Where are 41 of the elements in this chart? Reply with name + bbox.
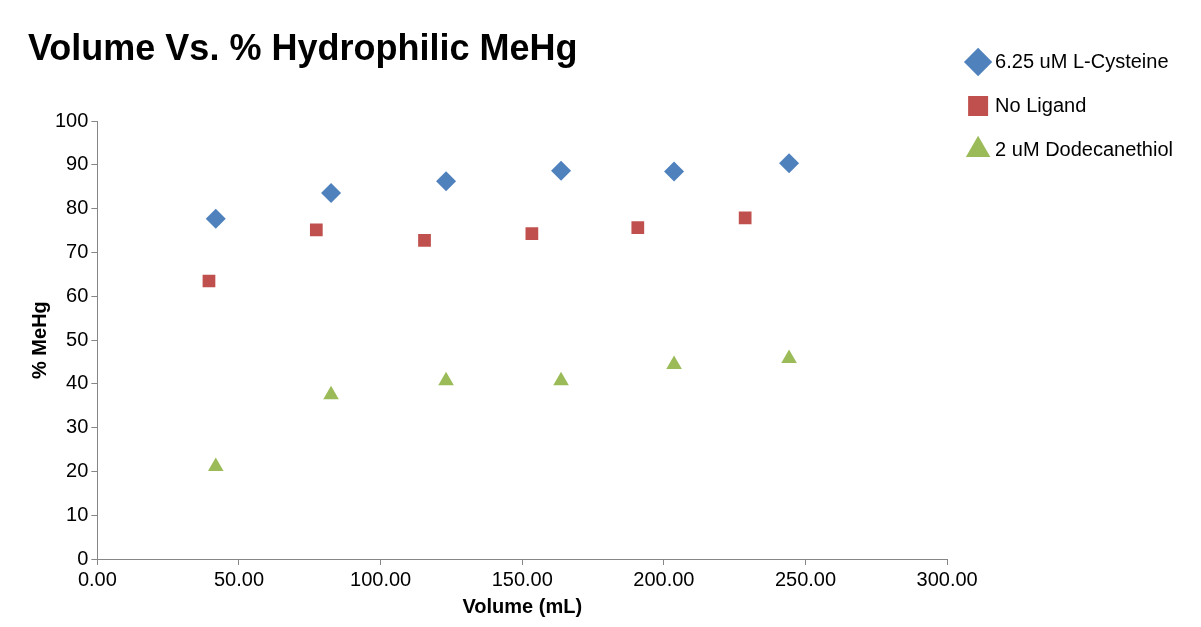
point [551,160,572,181]
x-tick-label: 0.00 [77,567,117,590]
y-tick-label: 90 [66,152,89,175]
point [779,153,800,174]
legend-label: No Ligand [995,93,1087,116]
point [553,371,569,386]
y-tick-label: 70 [66,240,89,263]
point [309,223,323,237]
point [781,349,797,363]
x-tick-label: 50.00 [213,567,265,590]
point [207,457,224,472]
x-axis-title: Volume (mL) [462,594,583,617]
y-tick-label: 10 [66,502,89,525]
point [205,208,226,229]
point [438,371,454,386]
y-axis-title: % MeHg [27,301,50,379]
y-tick-label: 40 [66,371,89,394]
legend-label: 2 uM Dodecanethiol [995,137,1173,160]
y-tick-label: 100 [54,108,89,131]
x-tick-label: 250.00 [774,567,837,590]
point [323,385,339,400]
legend-label: 6.25 uM L-Cysteine [995,49,1169,72]
x-tick-label: 100.00 [350,567,412,590]
point [631,221,645,234]
point [418,233,431,247]
x-tick-label: 200.00 [633,567,695,590]
chart-title: Volume Vs. % Hydrophilic MeHg [28,26,578,68]
y-tick-label: 20 [66,458,89,481]
point [321,183,342,203]
x-tick-label: 150.00 [491,567,553,590]
y-tick-label: 60 [66,283,89,306]
y-tick-label: 0 [77,546,89,569]
point [666,355,682,370]
y-tick-label: 30 [66,415,89,438]
y-tick-label: 50 [66,327,89,350]
x-tick-label: 300.00 [916,567,978,590]
point [664,161,685,182]
point [436,171,457,192]
y-tick-label: 80 [66,196,89,219]
point [738,211,752,225]
point [525,227,539,241]
